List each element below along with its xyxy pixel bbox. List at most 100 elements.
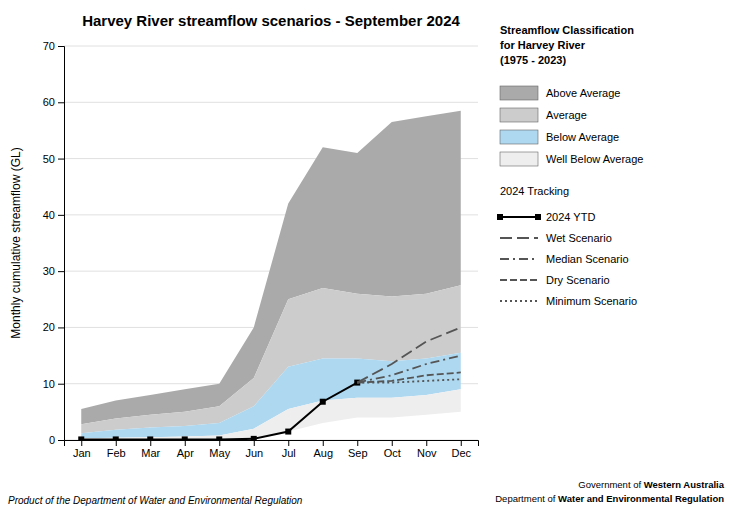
y-axis: 010203040506070 bbox=[43, 40, 65, 446]
legend-marker-sample bbox=[535, 214, 541, 220]
y-tick: 40 bbox=[43, 209, 64, 221]
legend-label: Minimum Scenario bbox=[546, 295, 637, 307]
x-axis-line bbox=[65, 441, 479, 447]
x-tick-mark bbox=[81, 440, 82, 446]
y-tick-label: 0 bbox=[49, 434, 55, 446]
legend-label: Well Below Average bbox=[546, 153, 643, 165]
y-axis-title: Monthly cumulative streamflow (GL) bbox=[9, 147, 23, 338]
legend-swatch bbox=[500, 152, 538, 166]
x-tick: Sep bbox=[348, 440, 368, 459]
band bbox=[81, 389, 461, 440]
x-tick-mark bbox=[219, 440, 220, 446]
legend-swatch bbox=[500, 130, 538, 144]
legend-title: Streamflow Classification bbox=[500, 24, 634, 36]
x-axis: Jan Feb Mar Apr May Jun Jul Aug Sep Oct Nov Dec bbox=[65, 440, 479, 459]
chart: 010203040506070JanFebMarAprMayJunJulAugS… bbox=[0, 0, 732, 512]
legend: Streamflow Classification for Harvey Rive… bbox=[497, 24, 643, 307]
footer: Product of the Department of Water and E… bbox=[8, 479, 725, 506]
legend-marker-sample bbox=[497, 214, 503, 220]
line bbox=[357, 379, 461, 382]
footer-right-part: Western Australia bbox=[644, 479, 725, 490]
legend-label: Above Average bbox=[546, 87, 620, 99]
y-tick: 70 bbox=[43, 40, 64, 52]
legend-line-sample bbox=[500, 237, 538, 239]
y-tick: 60 bbox=[43, 96, 64, 108]
legend-label: Below Average bbox=[546, 131, 619, 143]
marker bbox=[78, 436, 84, 440]
x-tick-mark bbox=[116, 440, 117, 446]
x-tick-label: Dec bbox=[451, 447, 471, 459]
x-tick: Apr bbox=[177, 440, 194, 459]
legend-line-sample bbox=[500, 216, 538, 218]
x-tick-label: Jun bbox=[245, 447, 263, 459]
legend-line-sample bbox=[500, 279, 538, 281]
x-tick-mark bbox=[426, 440, 427, 446]
line bbox=[81, 383, 357, 440]
legend-label: Median Scenario bbox=[546, 253, 629, 265]
x-tick: Mar bbox=[141, 440, 160, 459]
legend-label: 2024 YTD bbox=[546, 211, 595, 223]
y-tick-mark bbox=[58, 271, 64, 272]
legend-title: for Harvey River bbox=[500, 39, 586, 51]
marker bbox=[147, 436, 153, 440]
plot-area bbox=[78, 111, 461, 440]
line bbox=[357, 356, 461, 383]
y-tick-label: 60 bbox=[43, 96, 55, 108]
x-tick: Aug bbox=[313, 440, 333, 459]
y-tick-label: 20 bbox=[43, 321, 55, 333]
x-tick: Oct bbox=[384, 440, 401, 459]
footer-left: Product of the Department of Water and E… bbox=[8, 495, 303, 506]
y-tick: 0 bbox=[49, 434, 64, 446]
y-tick-mark bbox=[58, 102, 64, 103]
line bbox=[357, 372, 461, 382]
x-tick-label: Aug bbox=[313, 447, 333, 459]
legend-subtitle: 2024 Tracking bbox=[500, 185, 569, 197]
x-tick: Jul bbox=[282, 440, 296, 459]
legend-entry: Below Average bbox=[500, 130, 619, 144]
y-tick: 30 bbox=[43, 265, 64, 277]
x-tick: May bbox=[209, 440, 230, 459]
title: Harvey River streamflow scenarios - Sept… bbox=[82, 12, 460, 29]
legend-entry: Well Below Average bbox=[500, 152, 643, 166]
x-tick-label: Apr bbox=[177, 447, 194, 459]
legend-entry: Minimum Scenario bbox=[500, 295, 637, 307]
marker bbox=[182, 436, 188, 440]
y-tick-mark bbox=[58, 327, 64, 328]
y-tick-label: 70 bbox=[43, 40, 55, 52]
x-tick-mark bbox=[323, 440, 324, 446]
legend-entry: Above Average bbox=[500, 86, 620, 100]
x-tick-label: Oct bbox=[384, 447, 401, 459]
x-tick-mark bbox=[392, 440, 393, 446]
legend-entry: Dry Scenario bbox=[500, 274, 610, 286]
y-tick-mark bbox=[58, 215, 64, 216]
x-tick-mark bbox=[288, 440, 289, 446]
x-tick-mark bbox=[461, 440, 462, 446]
line bbox=[357, 327, 461, 382]
x-tick-label: May bbox=[209, 447, 230, 459]
x-tick-mark bbox=[357, 440, 358, 446]
x-tick-label: Nov bbox=[417, 447, 437, 459]
x-tick: Jun bbox=[245, 440, 263, 459]
y-tick: 20 bbox=[43, 321, 64, 333]
legend-entry: Average bbox=[500, 108, 587, 122]
y-tick-label: 50 bbox=[43, 153, 55, 165]
x-tick: Feb bbox=[107, 440, 126, 459]
y-tick-label: 40 bbox=[43, 209, 55, 221]
x-tick-mark bbox=[150, 440, 151, 446]
marker bbox=[251, 436, 257, 440]
grid bbox=[64, 46, 478, 440]
y-tick-label: 30 bbox=[43, 265, 55, 277]
legend-swatch bbox=[500, 86, 538, 100]
x-tick-label: Feb bbox=[107, 447, 126, 459]
x-tick-label: Jan bbox=[73, 447, 91, 459]
legend-swatch bbox=[500, 108, 538, 122]
footer-right: Department of Water and Environmental Re… bbox=[495, 493, 724, 504]
legend-line-sample bbox=[500, 258, 538, 260]
legend-label: Dry Scenario bbox=[546, 274, 610, 286]
legend-label: Average bbox=[546, 109, 587, 121]
y-tick-mark bbox=[58, 46, 64, 47]
footer-right-part: Department of bbox=[495, 493, 558, 504]
x-tick-label: Mar bbox=[141, 447, 160, 459]
x-tick-mark bbox=[185, 440, 186, 446]
x-tick-mark bbox=[254, 440, 255, 446]
